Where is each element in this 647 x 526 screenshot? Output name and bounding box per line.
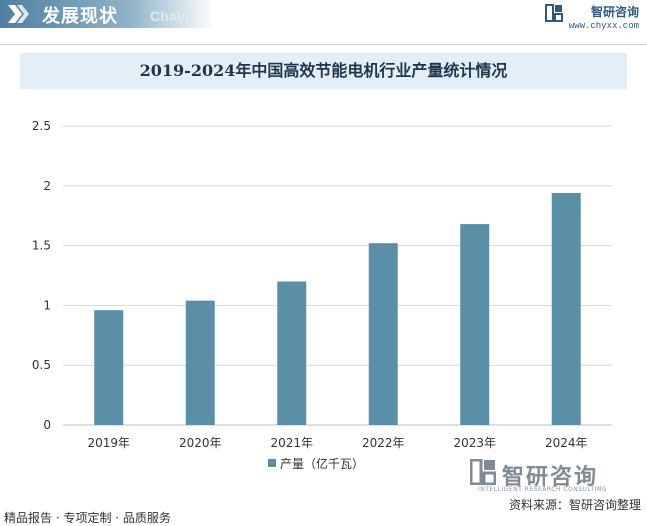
source-note: 资料来源：智研咨询整理 xyxy=(508,498,641,512)
y-tick-label: 2 xyxy=(43,179,51,193)
x-tick-label: 2023年 xyxy=(453,436,496,450)
x-tick-label: 2024年 xyxy=(545,436,588,450)
brand-name: 智研咨询 xyxy=(590,5,639,19)
header-bar: 发展现状 Chain xyxy=(0,0,215,28)
bar xyxy=(94,310,124,425)
footer-tagline: 精品报告 · 专项定制 · 品质服务 xyxy=(4,511,171,525)
y-tick-label: 1.5 xyxy=(32,239,51,253)
x-tick-label: 2021年 xyxy=(270,436,313,450)
y-tick-label: 0.5 xyxy=(32,358,51,372)
bar xyxy=(551,192,581,425)
section-subtitle: Chain xyxy=(150,8,189,24)
bar-chart: 0 0.5 1 1.5 2 2.5 2019年 2020年 2021年 2022年 2023年 202… xyxy=(32,119,612,471)
bar xyxy=(185,300,215,425)
x-tick-label: 2020年 xyxy=(179,436,222,450)
bar xyxy=(460,224,490,425)
legend-swatch xyxy=(268,459,276,467)
brand-logo-icon xyxy=(544,4,563,22)
x-tick-label: 2019年 xyxy=(87,436,130,450)
chart-title: 2019-2024年中国高效节能电机行业产量统计情况 xyxy=(139,61,508,80)
footer-logo-icon xyxy=(470,459,496,485)
brand-block: 智研咨询 www.chyxx.com xyxy=(544,3,639,31)
section-header: 发展现状 Chain 智研咨询 www.chyxx.com xyxy=(0,0,647,45)
footer-logo-text: 智研咨询 xyxy=(502,465,599,490)
chevron-icon xyxy=(8,5,29,23)
footer-logo-sub: INTELLIGENT RESEARCH CONSULTING xyxy=(478,486,608,493)
bar xyxy=(277,281,307,425)
brand-url[interactable]: www.chyxx.com xyxy=(568,21,639,31)
footer-logo: 智研咨询 xyxy=(470,459,640,490)
y-tick-label: 0 xyxy=(43,418,51,432)
y-tick-label: 1 xyxy=(43,298,51,312)
x-tick-label: 2022年 xyxy=(362,436,405,450)
bar xyxy=(368,243,398,425)
legend-label: 产量（亿千瓦） xyxy=(280,456,364,471)
header-divider xyxy=(0,44,647,45)
chart-title-band: 2019-2024年中国高效节能电机行业产量统计情况 xyxy=(20,53,627,89)
section-title: 发展现状 xyxy=(42,6,118,27)
y-tick-label: 2.5 xyxy=(32,119,51,133)
